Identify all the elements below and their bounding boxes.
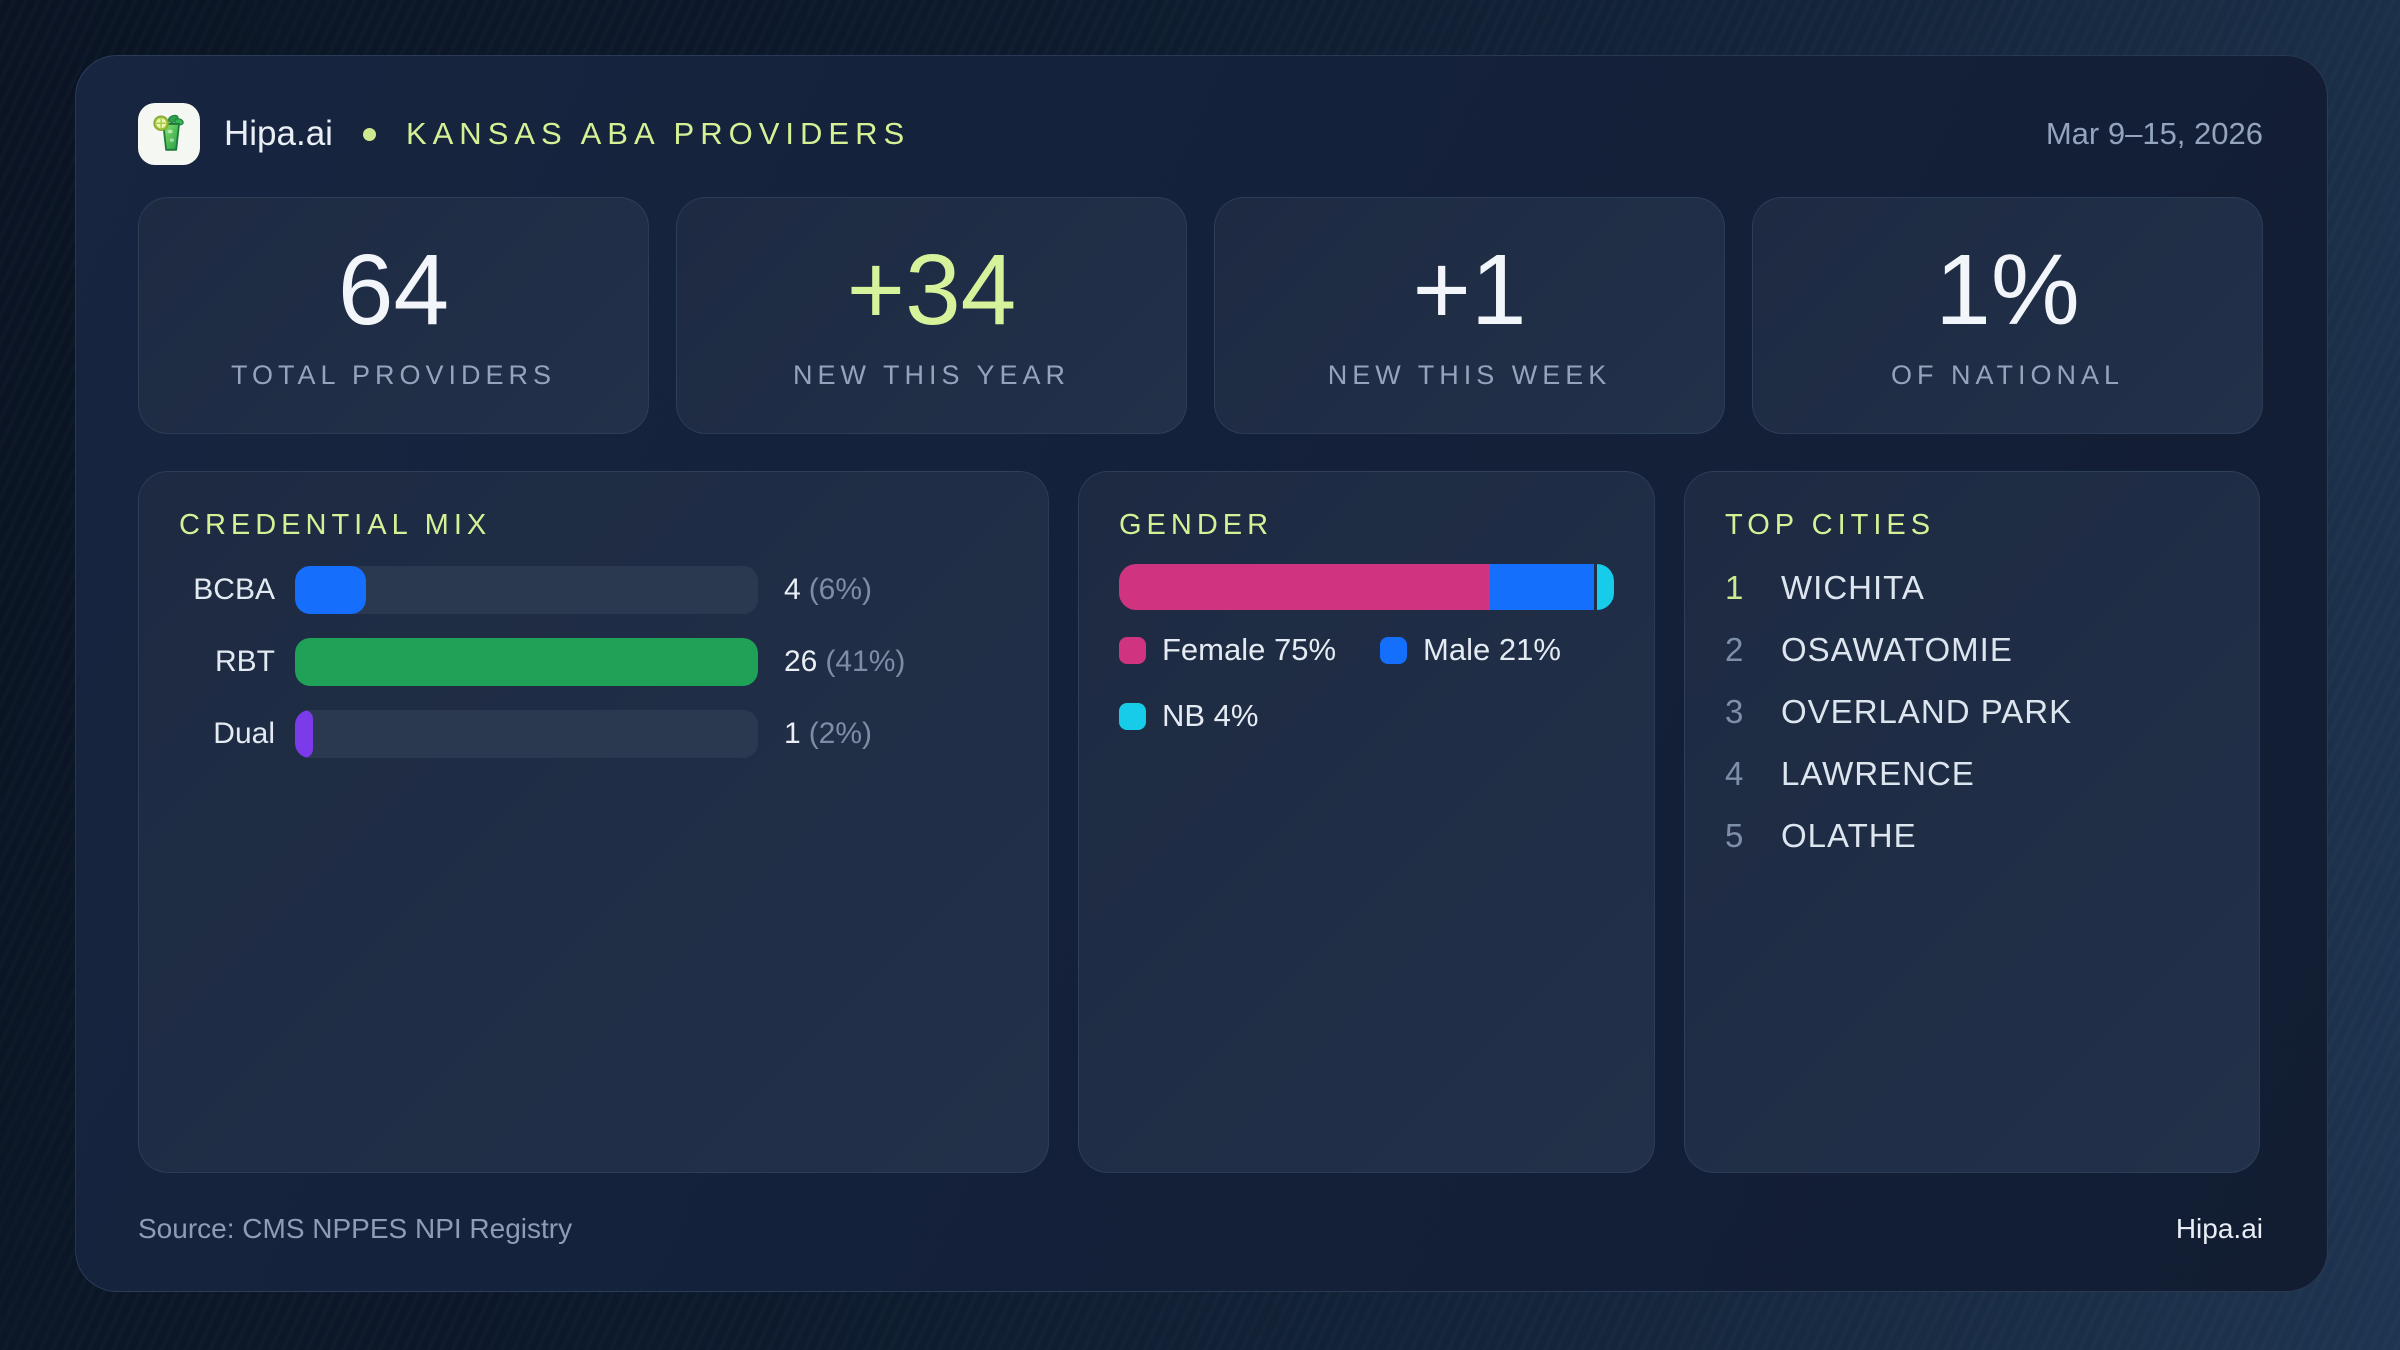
stat-card-new-this-year: +34 NEW THIS YEAR (676, 197, 1187, 434)
footer: Source: CMS NPPES NPI Registry Hipa.ai (138, 1213, 2263, 1245)
bar-percent: (41%) (825, 645, 906, 678)
legend-label: Female 75% (1162, 632, 1337, 667)
gender-legend-row: NB 4% (1119, 698, 1614, 734)
stat-cards-row: 64 TOTAL PROVIDERS +34 NEW THIS YEAR +1 … (138, 197, 2263, 434)
legend-swatch-female (1119, 636, 1146, 664)
panel-title: CREDENTIAL MIX (179, 509, 492, 541)
bar-row-bcba: BCBA 4 (6%) (179, 554, 1008, 626)
credential-mix-panel: CREDENTIAL MIX BCBA 4 (6%) RBT (138, 471, 1049, 1173)
stat-value: 64 (337, 234, 450, 346)
gender-segment-nb (1594, 564, 1614, 610)
page-title: KANSAS ABA PROVIDERS (405, 116, 911, 151)
bar-percent: (2%) (808, 717, 873, 750)
city-row: 4 LAWRENCE (1725, 743, 2219, 805)
city-rank: 5 (1725, 817, 1744, 854)
legend-item-nb: NB 4% (1119, 698, 1258, 734)
city-name: OSAWATOMIE (1781, 631, 2013, 668)
legend-item-female: Female 75% (1119, 632, 1336, 668)
bar-fill-bcba (295, 566, 367, 614)
city-name: LAWRENCE (1781, 755, 1975, 792)
dashboard-card: Hipa.ai KANSAS ABA PROVIDERS Mar 9–15, 2… (75, 55, 2328, 1292)
stat-value: +34 (846, 234, 1017, 346)
bar-row-rbt: RBT 26 (41%) (179, 626, 1008, 698)
city-row: 3 OVERLAND PARK (1725, 681, 2219, 743)
bar-fill-rbt (295, 638, 758, 686)
bar-value: 1 (2%) (784, 717, 872, 751)
stat-label: OF NATIONAL (1890, 360, 2125, 390)
gender-segment-male (1490, 564, 1595, 610)
bar-count: 4 (784, 573, 801, 606)
stat-label: TOTAL PROVIDERS (230, 360, 557, 390)
city-row: 2 OSAWATOMIE (1725, 619, 2219, 681)
city-list: 1 WICHITA 2 OSAWATOMIE 3 OVERLAND PARK 4… (1725, 557, 2219, 867)
city-row: 5 OLATHE (1725, 805, 2219, 867)
bar-row-dual: Dual 1 (2%) (179, 698, 1008, 770)
stat-value: +1 (1412, 234, 1527, 346)
gender-stacked-bar (1119, 564, 1614, 610)
footer-brand: Hipa.ai (2175, 1213, 2263, 1244)
city-rank: 4 (1725, 755, 1744, 792)
panel-title: TOP CITIES (1725, 509, 1936, 541)
stat-label: NEW THIS WEEK (1327, 360, 1612, 390)
bar-track (295, 566, 758, 614)
legend-swatch-nb (1119, 702, 1146, 730)
date-range: Mar 9–15, 2026 (2045, 116, 2263, 151)
bar-label: BCBA (193, 573, 275, 606)
top-cities-panel: TOP CITIES 1 WICHITA 2 OSAWATOMIE 3 OVER… (1684, 471, 2260, 1173)
legend-swatch-male (1380, 636, 1408, 664)
legend-label: NB 4% (1162, 698, 1259, 733)
city-rank: 3 (1725, 693, 1744, 730)
city-rank: 1 (1725, 569, 1744, 606)
gender-segment-female (1119, 564, 1491, 610)
city-name: OVERLAND PARK (1781, 693, 2073, 730)
bar-label: RBT (215, 645, 275, 678)
stat-card-total-providers: 64 TOTAL PROVIDERS (138, 197, 649, 434)
bar-count: 1 (784, 717, 801, 750)
bar-value: 26 (41%) (784, 645, 905, 679)
legend-label: Male 21% (1423, 632, 1561, 667)
stat-card-of-national: 1% OF NATIONAL (1752, 197, 2263, 434)
stat-value: 1% (1935, 234, 2080, 346)
mojito-icon (153, 114, 184, 151)
bar-percent: (6%) (808, 573, 873, 606)
panel-title: GENDER (1119, 509, 1274, 541)
header: Hipa.ai KANSAS ABA PROVIDERS Mar 9–15, 2… (138, 98, 2263, 170)
bar-track (295, 710, 758, 758)
city-name: OLATHE (1781, 817, 1917, 854)
bar-count: 26 (784, 645, 818, 678)
legend-item-male: Male 21% (1380, 632, 1561, 668)
bar-track (295, 638, 758, 686)
brand-logo (138, 103, 200, 165)
bar-value: 4 (6%) (784, 573, 872, 607)
brand-name: Hipa.ai (224, 114, 333, 153)
stat-card-new-this-week: +1 NEW THIS WEEK (1214, 197, 1725, 434)
bar-fill-dual (295, 710, 313, 758)
panels-row: CREDENTIAL MIX BCBA 4 (6%) RBT (138, 471, 2263, 1173)
gender-panel: GENDER Female 75% Male 21% (1078, 471, 1655, 1173)
separator-dot-icon (362, 127, 376, 141)
source-attribution: Source: CMS NPPES NPI Registry (138, 1213, 573, 1244)
city-rank: 2 (1725, 631, 1744, 668)
gender-legend-row: Female 75% Male 21% (1119, 632, 1614, 668)
bar-label: Dual (213, 717, 275, 750)
stat-label: NEW THIS YEAR (792, 360, 1071, 390)
city-row: 1 WICHITA (1725, 557, 2219, 619)
city-name: WICHITA (1781, 569, 1925, 606)
credential-bar-chart: BCBA 4 (6%) RBT 26 (41%) Dua (179, 554, 1008, 770)
